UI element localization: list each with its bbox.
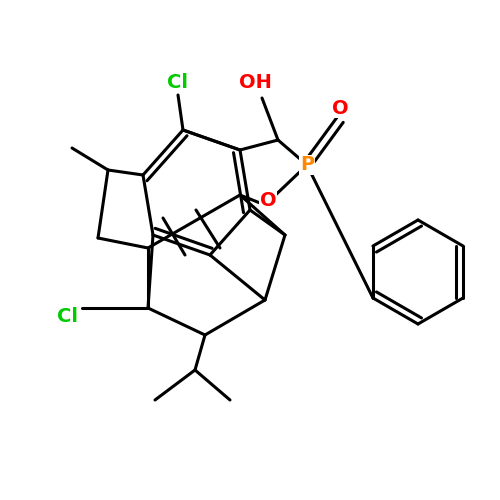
Text: OH: OH xyxy=(238,72,272,92)
Text: Cl: Cl xyxy=(168,72,188,92)
Text: Cl: Cl xyxy=(58,306,78,326)
Text: P: P xyxy=(300,156,314,174)
Text: O: O xyxy=(332,98,348,117)
Text: O: O xyxy=(260,190,276,210)
